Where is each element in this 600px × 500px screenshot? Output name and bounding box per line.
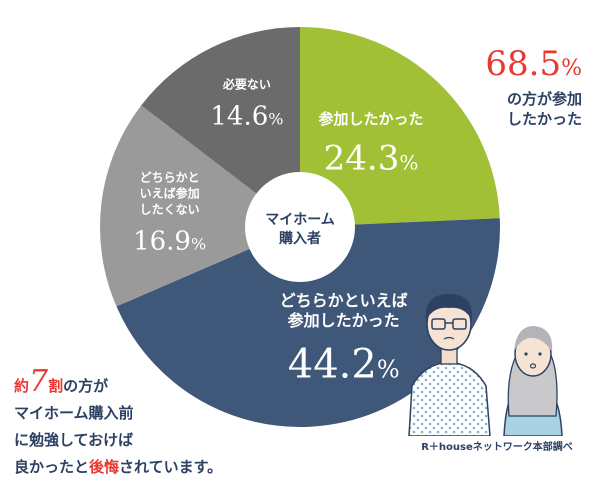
center-label-line2: 購入者 (278, 230, 321, 247)
woman-figure (503, 326, 563, 436)
note-line2: マイホーム購入前 (14, 404, 134, 422)
slice-2-label-line-1: どちらかといえば (280, 291, 408, 310)
callout-unit: % (561, 56, 582, 81)
slice-labels: 参加したかった24.3%どちらかといえば参加したかった44.2%どちらかといえば… (133, 76, 423, 387)
summary-callout: 68.5% の方が参加 したかった (432, 44, 582, 129)
note-line3: に勉強しておけば (14, 431, 134, 449)
pie-slice-4 (141, 27, 300, 227)
callout-line2: したかった (506, 110, 582, 128)
man-figure (408, 294, 491, 436)
note-line1-red: 割 (48, 377, 64, 395)
slice-1-label-line-1: 参加したかった (318, 110, 423, 128)
note-line1-pre: 約 (14, 377, 30, 395)
slice-3-label-line-3: したくない (140, 202, 200, 216)
slice-4-value: 14.6% (210, 102, 283, 132)
slice-2-value: 44.2% (288, 341, 400, 387)
note-line4-red: 後悔 (89, 458, 120, 476)
pie-slice-3 (100, 105, 300, 307)
slice-3-value: 16.9% (133, 227, 206, 257)
note-line4: 良かったと後悔されています。 (14, 454, 334, 481)
callout-value: 68.5 (485, 44, 562, 84)
slice-2-label-line-2: 参加したかった (288, 311, 400, 330)
slice-4-label-line-1: 必要ない (222, 76, 271, 91)
note-line4-pre: 良かったと (14, 458, 90, 476)
source-note: R＋houseネットワーク本部調べ (421, 442, 573, 453)
slice-1-value: 24.3% (324, 138, 419, 178)
slice-3-label-line-2: いえば参加 (140, 185, 200, 200)
pie-slice-1 (300, 27, 500, 227)
pie-slice-2 (116, 218, 500, 427)
note-line1-num: 7 (29, 364, 49, 399)
note-line4-post: されています。 (119, 458, 223, 476)
note-line1-post: の方が (63, 377, 109, 395)
bottom-note: 約7割の方が マイホーム購入前 に勉強しておけば 良かったと後悔されています。 (14, 367, 334, 481)
pie-slices (100, 27, 500, 427)
couple-illustration (408, 294, 563, 436)
note-line1: 約7割の方が (14, 367, 334, 400)
slice-3-label-line-1: どちらかと (140, 170, 200, 184)
callout-line1: の方が参加 (506, 90, 582, 108)
center-label-line1: マイホーム (265, 212, 335, 228)
center-hole (245, 172, 355, 282)
callout-value-row: 68.5% (432, 44, 582, 89)
